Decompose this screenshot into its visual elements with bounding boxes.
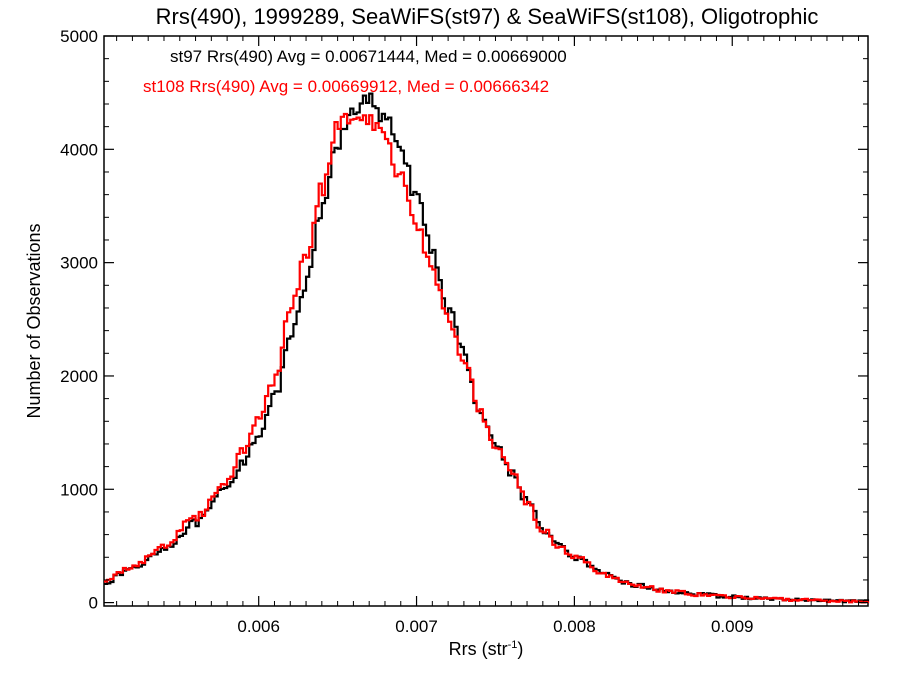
y-tick-label: 3000	[60, 254, 98, 273]
y-tick-label: 1000	[60, 480, 98, 499]
x-tick-label: 0.009	[711, 617, 754, 636]
x-axis-label-close: )	[517, 639, 523, 659]
x-axis-label-text: Rrs (str	[449, 639, 508, 659]
x-axis-label-superscript: -1	[508, 639, 518, 651]
st97-stats-annotation: st97 Rrs(490) Avg = 0.00671444, Med = 0.…	[170, 47, 567, 66]
st108-stats-annotation: st108 Rrs(490) Avg = 0.00669912, Med = 0…	[143, 77, 549, 96]
x-tick-label: 0.007	[395, 617, 438, 636]
x-tick-label: 0.006	[237, 617, 280, 636]
plot-frame	[103, 35, 869, 607]
y-tick-label: 0	[89, 594, 98, 613]
y-tick-label: 5000	[60, 27, 98, 46]
y-axis-label: Number of Observations	[24, 223, 44, 418]
y-tick-label: 2000	[60, 367, 98, 386]
series-group	[104, 92, 870, 604]
series-st108-histogram-line	[104, 112, 870, 604]
chart-title: Rrs(490), 1999289, SeaWiFS(st97) & SeaWi…	[156, 4, 819, 29]
x-axis-label: Rrs (str-1)	[449, 639, 524, 659]
y-tick-label: 4000	[60, 140, 98, 159]
axis-ticks: 0.006 0.007 0.008 0.009 0 1000 2000 3000 4000 500…	[60, 27, 868, 636]
x-tick-label: 0.008	[553, 617, 596, 636]
